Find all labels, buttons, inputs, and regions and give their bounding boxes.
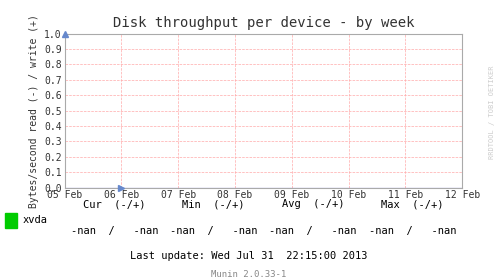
Text: xvda: xvda — [22, 214, 47, 225]
Text: Cur  (-/+): Cur (-/+) — [83, 199, 146, 209]
Title: Disk throughput per device - by week: Disk throughput per device - by week — [113, 16, 414, 30]
Text: -nan  /   -nan: -nan / -nan — [369, 226, 456, 236]
Text: -nan  /   -nan: -nan / -nan — [170, 226, 257, 236]
Text: Max  (-/+): Max (-/+) — [381, 199, 444, 209]
Text: RRDTOOL / TOBI OETIKER: RRDTOOL / TOBI OETIKER — [489, 65, 495, 159]
Text: Avg  (-/+): Avg (-/+) — [282, 199, 344, 209]
Text: Munin 2.0.33-1: Munin 2.0.33-1 — [211, 270, 286, 279]
Text: Min  (-/+): Min (-/+) — [182, 199, 245, 209]
Y-axis label: Bytes/second read (-) / write (+): Bytes/second read (-) / write (+) — [29, 14, 39, 207]
Bar — [5, 213, 17, 228]
Text: -nan  /   -nan: -nan / -nan — [269, 226, 357, 236]
Text: -nan  /   -nan: -nan / -nan — [71, 226, 158, 236]
Text: Last update: Wed Jul 31  22:15:00 2013: Last update: Wed Jul 31 22:15:00 2013 — [130, 251, 367, 262]
